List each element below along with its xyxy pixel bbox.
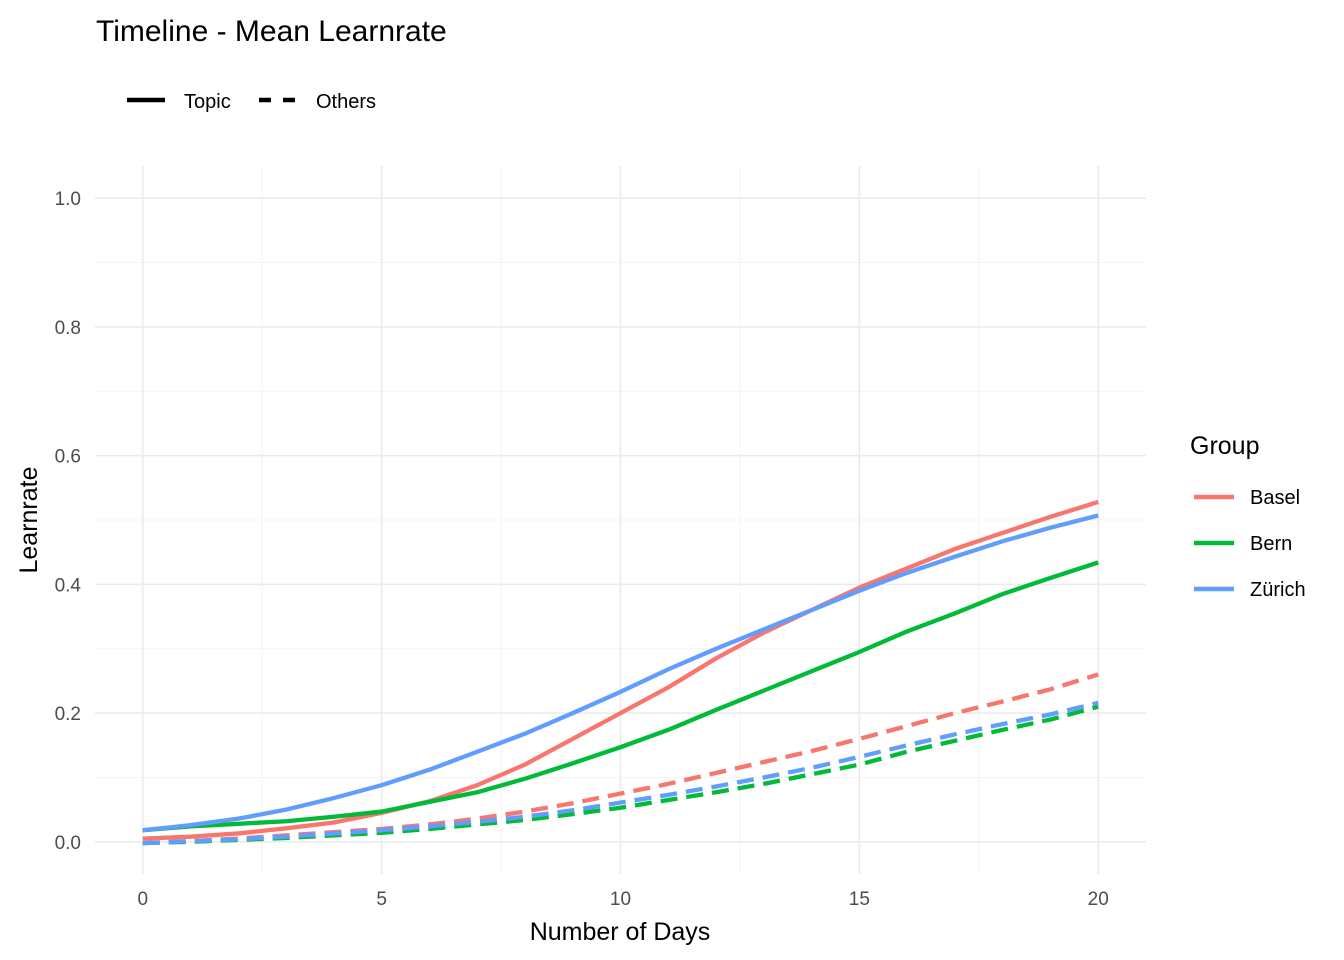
series-lines: [142, 499, 1099, 846]
series-line-zrich-topic: [142, 513, 1099, 833]
y-axis-title: Learnrate: [15, 466, 43, 573]
plot-grid: [95, 166, 1146, 874]
y-tick-label: 0.2: [55, 704, 81, 725]
color-legend-title: Group: [1190, 432, 1259, 460]
y-tick-label: 0.6: [55, 447, 81, 468]
y-tick-label: 1.0: [55, 189, 81, 210]
linetype-label-topic: Topic: [184, 91, 231, 113]
color-label-zrich: Zürich: [1250, 579, 1306, 601]
chart-title: Timeline - Mean Learnrate: [96, 15, 447, 48]
linetype-label-others: Others: [316, 91, 376, 113]
x-axis-title: Number of Days: [530, 918, 711, 946]
x-tick-label: 10: [610, 889, 631, 910]
series-line-bern-topic: [142, 560, 1099, 833]
y-tick-label: 0.4: [55, 575, 82, 596]
x-tick-label: 0: [137, 889, 148, 910]
x-axis-ticks: 0 5 10 15 20: [137, 889, 1108, 910]
y-tick-label: 0.8: [55, 318, 81, 339]
y-axis-ticks: 0.0 0.2 0.4 0.6 0.8 1.0: [55, 189, 82, 854]
color-label-bern: Bern: [1250, 533, 1292, 555]
linetype-legend: Topic Others: [127, 91, 376, 113]
series-line-basel-topic: [142, 499, 1099, 841]
x-tick-label: 15: [849, 889, 870, 910]
x-tick-label: 20: [1088, 889, 1109, 910]
y-tick-label: 0.0: [55, 833, 81, 854]
x-tick-label: 5: [376, 889, 387, 910]
color-label-basel: Basel: [1250, 487, 1300, 509]
color-legend: Basel Bern Zürich: [1194, 487, 1306, 601]
series-line-zrich-others: [142, 700, 1099, 846]
